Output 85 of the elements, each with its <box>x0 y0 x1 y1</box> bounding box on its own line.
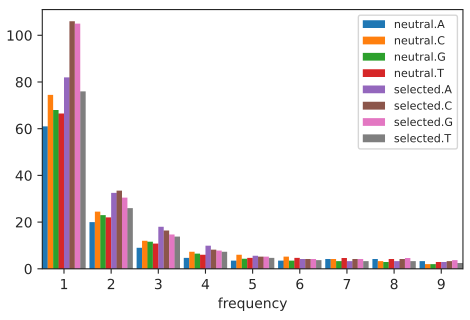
legend-label: neutral.T <box>394 68 444 78</box>
bar <box>288 260 294 269</box>
bar <box>53 110 59 269</box>
legend-label: selected.T <box>394 134 452 142</box>
bar <box>64 77 70 269</box>
bar <box>436 262 442 269</box>
bar <box>169 234 175 269</box>
bar <box>189 252 195 269</box>
bar <box>136 248 142 269</box>
bar <box>80 91 86 269</box>
bar <box>89 222 95 269</box>
legend-label: neutral.A <box>394 20 445 28</box>
x-tick-label: 4 <box>202 278 210 290</box>
y-tick-label: 0 <box>24 264 32 274</box>
x-tick-label: 6 <box>296 278 304 290</box>
bar <box>106 217 112 269</box>
bar <box>278 260 284 269</box>
bar <box>252 256 258 269</box>
bar <box>336 261 342 269</box>
bar <box>294 258 300 269</box>
bar <box>284 256 289 269</box>
legend-label: neutral.C <box>394 36 444 45</box>
legend-label: selected.G <box>394 117 452 126</box>
y-tick-label: 60 <box>16 124 32 134</box>
bar <box>142 240 148 269</box>
bar <box>200 254 206 269</box>
bar <box>372 258 378 269</box>
x-tick-label: 5 <box>249 278 256 290</box>
bar <box>388 258 394 269</box>
bar <box>210 250 216 269</box>
legend-label: selected.A <box>394 84 452 94</box>
bar <box>74 24 80 269</box>
bar <box>400 258 405 269</box>
x-tick-label: 9 <box>438 278 445 290</box>
bar <box>330 258 336 269</box>
bar <box>363 261 369 269</box>
bar <box>394 261 400 269</box>
bar <box>316 260 322 269</box>
legend-label: selected.C <box>394 101 452 110</box>
bar <box>446 261 452 269</box>
bar <box>247 258 253 269</box>
bar <box>410 261 416 269</box>
y-tick-label: 80 <box>16 76 32 88</box>
y-tick-label: 20 <box>16 217 32 228</box>
bar <box>222 252 228 269</box>
x-tick-label: 1 <box>61 278 68 290</box>
legend-label: neutral.G <box>394 52 445 61</box>
bar <box>158 226 164 269</box>
x-axis-title: frequency <box>218 298 288 311</box>
bar <box>268 258 274 269</box>
bar <box>325 258 331 269</box>
bar <box>48 94 54 269</box>
bar <box>230 260 236 269</box>
x-tick-label: 7 <box>344 278 350 290</box>
bar <box>111 192 117 269</box>
bar <box>346 261 352 269</box>
x-tick-label: 3 <box>154 278 162 290</box>
bar <box>404 258 410 269</box>
bar <box>452 260 458 269</box>
bar <box>258 256 264 269</box>
bar <box>236 254 242 269</box>
bar <box>69 21 75 269</box>
bar <box>116 190 122 269</box>
bar <box>305 258 311 269</box>
bar <box>378 261 384 269</box>
bar <box>122 198 128 269</box>
bar <box>352 258 358 269</box>
bar <box>310 258 316 269</box>
x-tick-label: 2 <box>108 278 114 290</box>
bar <box>342 258 347 269</box>
bar <box>152 244 158 269</box>
y-tick-label: 100 <box>8 30 32 41</box>
y-tick-label: 40 <box>16 170 32 181</box>
bar <box>194 254 200 269</box>
bar <box>94 212 100 269</box>
bar <box>127 208 133 269</box>
bar <box>263 256 269 269</box>
bar <box>205 246 211 269</box>
bar <box>164 230 170 269</box>
bar <box>174 236 180 269</box>
bar <box>58 114 64 269</box>
bar <box>147 242 153 269</box>
bar <box>100 215 106 269</box>
x-tick-label: 8 <box>390 278 398 290</box>
bar <box>420 261 425 269</box>
